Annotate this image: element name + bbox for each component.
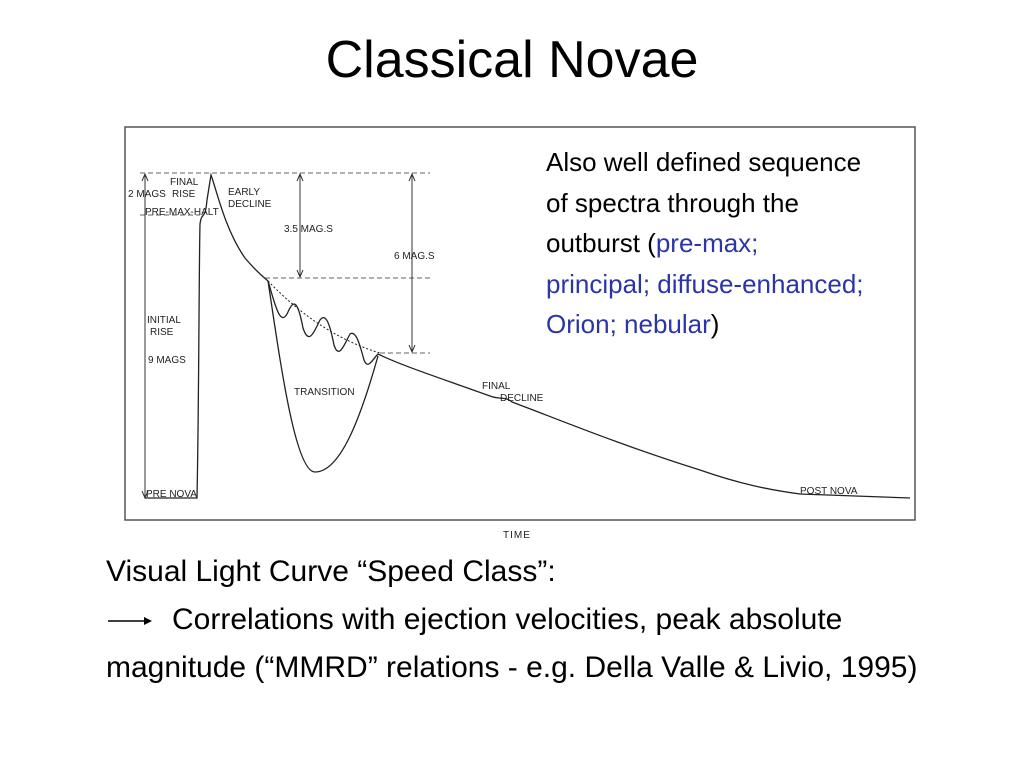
slide-title: Classical Novae [325,31,699,89]
spectra-note: Also well defined sequence of spectra th… [546,142,866,345]
note-text: ) [710,309,720,339]
diagram-label: RISE [172,189,196,200]
spectra-list: pre-max; principal; diffuse-enhanced; Or… [546,228,864,339]
diagram-label: INITIAL [147,315,181,326]
note-text: Also well defined sequence of spectra th… [546,147,862,258]
body-text: Visual Light Curve “Speed Class”: Correl… [106,548,926,692]
diagram-label: DECLINE [228,199,272,210]
diagram-label: PRE NOVA [146,489,197,500]
guide-lines [140,172,430,354]
light-curve-figure: FINAL RISE 2 MAGS PRE-MAX-HALT EARLY DEC… [124,126,916,541]
diagram-label: FINAL [170,177,199,188]
diagram-label: DECLINE [500,393,544,404]
transition-dip [267,280,379,473]
diagram-label: 3.5 MAG.S [284,224,333,235]
diagram-label: 2 MAGS [128,189,166,200]
diagram-label: 6 MAG.S [394,251,435,262]
light-curve [145,172,911,499]
diagram-label: POST NOVA [800,486,858,497]
diagram-label: EARLY [228,187,260,198]
diagram-label: RISE [150,327,174,338]
figure-frame [124,126,916,521]
body-heading: Visual Light Curve “Speed Class”: [106,555,556,588]
diagram-label: TRANSITION [294,387,355,398]
x-axis-label: TIME [503,530,531,541]
body-sentence: Correlations with ejection velocities, p… [106,603,918,684]
diagram-label: PRE-MAX-HALT [145,207,219,218]
arrow-icon [108,617,152,626]
body-paragraph: Correlations with ejection velocities, p… [106,596,926,692]
diagram-label: 9 MAGS [148,355,186,366]
decline-envelope [267,280,381,354]
diagram-label: FINAL [482,381,511,392]
